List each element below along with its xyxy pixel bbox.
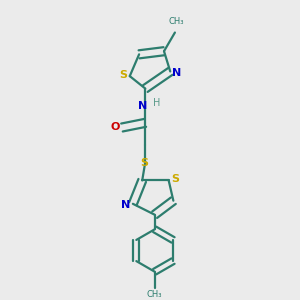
Text: H: H xyxy=(154,98,161,108)
Text: N: N xyxy=(138,101,148,111)
Text: CH₃: CH₃ xyxy=(147,290,162,298)
Text: N: N xyxy=(122,200,130,210)
Text: O: O xyxy=(110,122,120,132)
Text: S: S xyxy=(172,174,179,184)
Text: CH₃: CH₃ xyxy=(169,17,184,26)
Text: S: S xyxy=(119,70,127,80)
Text: S: S xyxy=(140,158,148,168)
Text: N: N xyxy=(172,68,181,78)
